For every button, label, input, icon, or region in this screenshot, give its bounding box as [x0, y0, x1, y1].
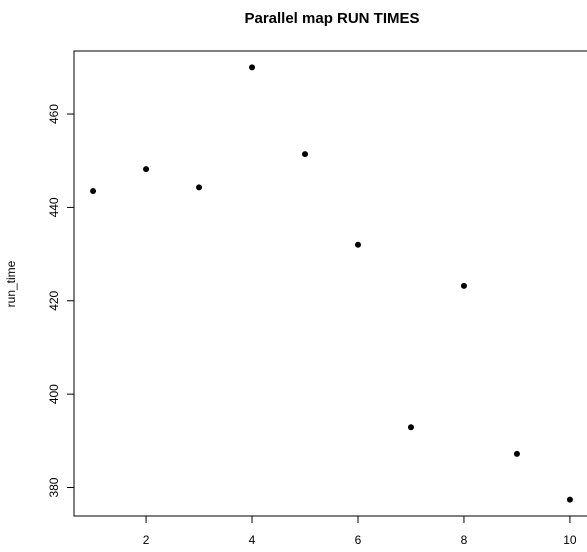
- x-tick-label: 2: [143, 533, 150, 547]
- chart-title: Parallel map RUN TIMES: [244, 10, 419, 27]
- data-point: [143, 166, 150, 173]
- y-axis: 380 400 420 440 460: [47, 104, 75, 498]
- data-point: [90, 188, 97, 195]
- data-point: [407, 424, 414, 431]
- plot-frame: [73, 50, 587, 517]
- data-points: [90, 64, 573, 503]
- y-tick-label: 460: [47, 104, 61, 124]
- y-axis-label: run_time: [4, 260, 18, 307]
- data-point: [460, 282, 467, 289]
- x-tick-label: 8: [461, 533, 468, 547]
- data-point: [513, 450, 520, 457]
- data-point: [354, 241, 361, 248]
- x-axis: 2 4 6 8 10: [143, 515, 577, 547]
- x-tick-label: 4: [249, 533, 256, 547]
- y-tick-label: 400: [47, 384, 61, 404]
- data-point: [196, 184, 203, 191]
- x-tick-label: 6: [355, 533, 362, 547]
- y-tick-label: 440: [47, 197, 61, 217]
- data-point: [302, 151, 309, 158]
- y-tick-label: 420: [47, 290, 61, 310]
- y-tick-label: 380: [47, 477, 61, 497]
- x-tick-label: 10: [563, 533, 577, 547]
- data-point: [566, 496, 573, 503]
- data-point: [249, 64, 256, 71]
